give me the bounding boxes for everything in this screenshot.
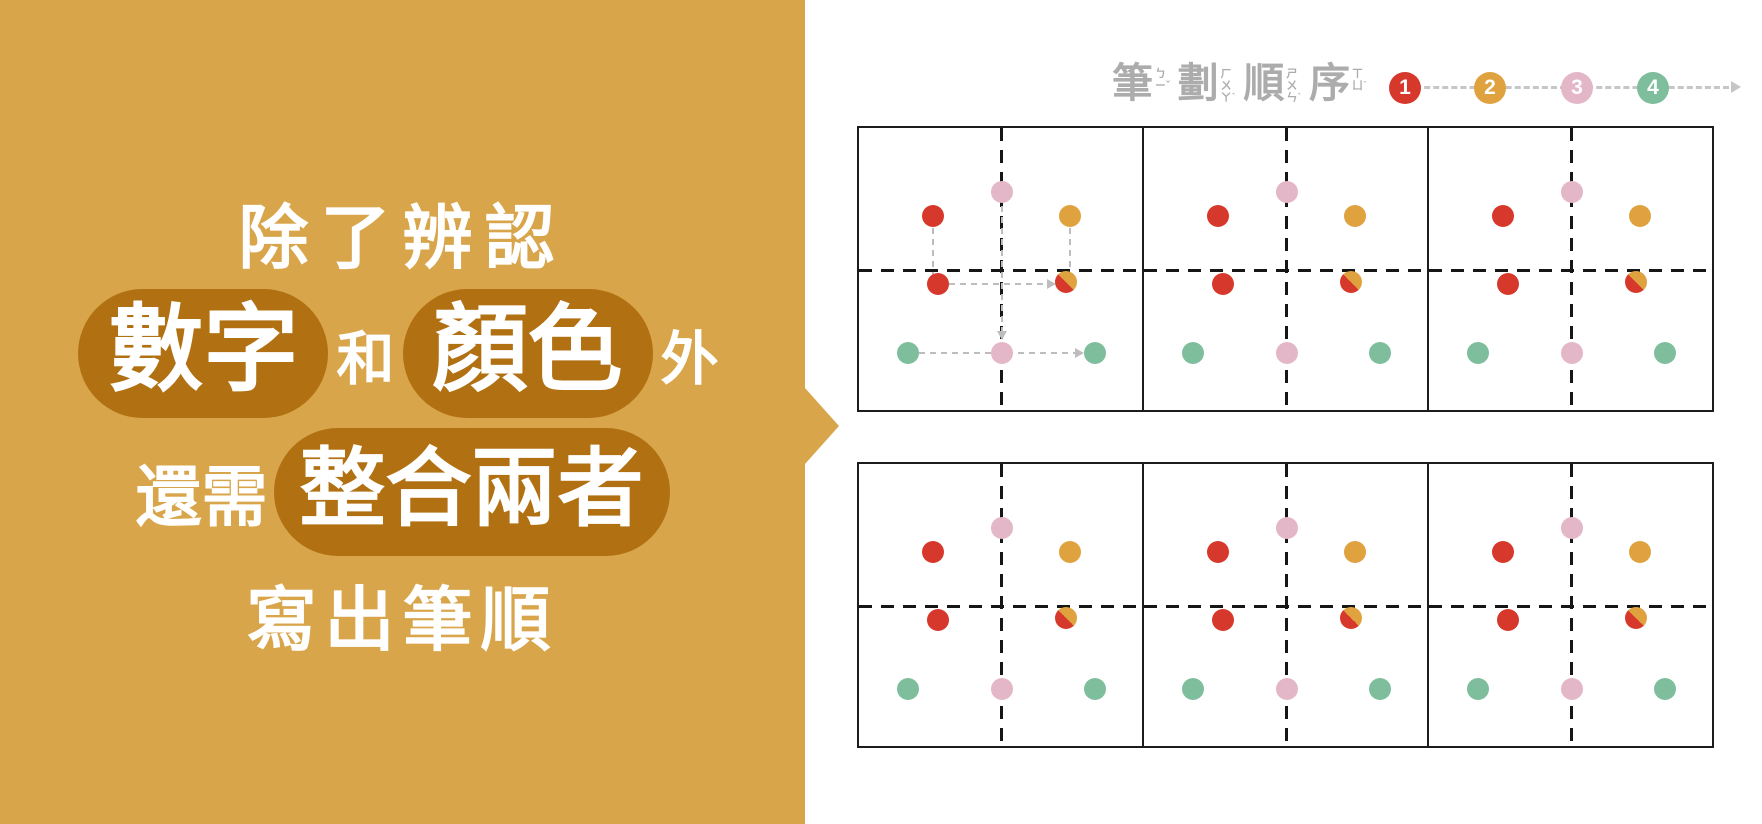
- center-horizontal-dashed-line: [859, 605, 1142, 608]
- teal-bottomright-dot: [1654, 342, 1676, 364]
- pink-bottomcenter-dot: [1276, 678, 1298, 700]
- gold-topright-dot: [1059, 541, 1081, 563]
- legend-zhuyin: ㄒ ㄩˋ: [1352, 68, 1367, 93]
- gold-topright-dot: [1344, 541, 1366, 563]
- stroke-step-circle-2: 2: [1474, 72, 1506, 104]
- pink-bottomcenter-dot: [1276, 342, 1298, 364]
- legend-title-char: 順ㄕ ㄨ ㄣˋ: [1243, 60, 1302, 106]
- split-middle-dot: [1055, 607, 1077, 629]
- pink-top-dot: [1276, 181, 1298, 203]
- connector-still-need: 還需: [135, 460, 268, 534]
- red-topleft-dot: [1492, 541, 1514, 563]
- teal-bottomright-dot: [1369, 678, 1391, 700]
- pink-top-dot: [991, 517, 1013, 539]
- pink-top-dot: [991, 181, 1013, 203]
- stroke-guide-arrowhead-down-icon: [997, 331, 1007, 340]
- stroke-step-circle-4: 4: [1637, 72, 1669, 104]
- red-middle-dot: [1497, 609, 1519, 631]
- legend-title-char: 序ㄒ ㄩˋ: [1309, 60, 1367, 106]
- split-middle-dot: [1625, 271, 1647, 293]
- legend-char: 順: [1243, 60, 1285, 106]
- teal-bottomright-dot: [1084, 678, 1106, 700]
- teal-bottomleft-dot: [1182, 678, 1204, 700]
- teal-bottomleft-dot: [897, 678, 919, 700]
- teal-bottomleft-dot: [897, 342, 919, 364]
- teal-bottomleft-dot: [1182, 342, 1204, 364]
- headline-line3: 還需 整合兩者: [0, 428, 805, 556]
- teal-bottomleft-dot: [1467, 342, 1489, 364]
- pink-top-dot: [1561, 181, 1583, 203]
- headline-line2: 數字 和 顏色 外: [0, 289, 805, 418]
- headline-line4: 寫出筆順: [246, 581, 559, 659]
- red-topleft-dot: [1492, 205, 1514, 227]
- stroke-guide-arrowhead-right-icon: [1047, 279, 1056, 289]
- legend-zhuyin: ㄏ ㄨ ㄚˋ: [1220, 68, 1236, 105]
- legend-char: 序: [1309, 60, 1351, 106]
- center-horizontal-dashed-line: [1429, 605, 1712, 608]
- stroke-guide-v: [932, 228, 934, 275]
- split-middle-dot: [1340, 271, 1362, 293]
- pill-integrate-both: 整合兩者: [273, 428, 670, 556]
- red-middle-dot: [1212, 273, 1234, 295]
- center-horizontal-dashed-line: [1429, 269, 1712, 272]
- pink-top-dot: [1561, 517, 1583, 539]
- headline-line1: 除了辨認: [238, 199, 567, 277]
- pill-numbers: 數字: [78, 289, 329, 418]
- practice-box-r1c1: [857, 126, 1144, 412]
- stroke-guide-v: [1001, 206, 1003, 333]
- connector-besides: 外: [660, 326, 719, 392]
- left-text-panel: 除了辨認 數字 和 顏色 外 還需 整合兩者 寫出筆順: [0, 0, 805, 824]
- center-horizontal-dashed-line: [1144, 605, 1427, 608]
- practice-box-r1c3: [1427, 126, 1714, 412]
- teal-bottomright-dot: [1654, 678, 1676, 700]
- stroke-order-steps: 1 2 3 4: [1389, 72, 1749, 104]
- red-middle-dot: [1497, 273, 1519, 295]
- stroke-guide-v: [1069, 228, 1071, 271]
- red-middle-dot: [927, 609, 949, 631]
- split-middle-dot: [1340, 607, 1362, 629]
- stroke-guide-h: [949, 283, 1049, 285]
- center-horizontal-dashed-line: [1144, 269, 1427, 272]
- red-topleft-dot: [1207, 541, 1229, 563]
- legend-title: 筆ㄅ ㄧˇ 劃ㄏ ㄨ ㄚˋ 順ㄕ ㄨ ㄣˋ 序ㄒ ㄩˋ: [1112, 60, 1367, 106]
- connector-and: 和: [336, 326, 395, 392]
- teal-bottomleft-dot: [1467, 678, 1489, 700]
- stroke-step-circle-3: 3: [1561, 72, 1593, 104]
- gold-topright-dot: [1629, 205, 1651, 227]
- gold-topright-dot: [1344, 205, 1366, 227]
- red-middle-dot: [927, 273, 949, 295]
- split-middle-dot: [1055, 271, 1077, 293]
- pink-bottomcenter-dot: [991, 342, 1013, 364]
- legend-zhuyin: ㄕ ㄨ ㄣˋ: [1286, 68, 1302, 105]
- pink-bottomcenter-dot: [991, 678, 1013, 700]
- legend-zhuyin: ㄅ ㄧˇ: [1155, 68, 1170, 93]
- legend-title-char: 筆ㄅ ㄧˇ: [1112, 60, 1170, 106]
- legend-char: 劃: [1177, 60, 1219, 106]
- teal-bottomright-dot: [1084, 342, 1106, 364]
- red-topleft-dot: [922, 205, 944, 227]
- practice-box-r2c2: [1142, 462, 1429, 748]
- pink-bottomcenter-dot: [1561, 342, 1583, 364]
- legend-char: 筆: [1112, 60, 1153, 106]
- legend-title-char: 劃ㄏ ㄨ ㄚˋ: [1177, 60, 1236, 106]
- pink-bottomcenter-dot: [1561, 678, 1583, 700]
- teal-bottomright-dot: [1369, 342, 1391, 364]
- practice-box-r1c2: [1142, 126, 1429, 412]
- red-middle-dot: [1212, 609, 1234, 631]
- stroke-guide-arrowhead-right-icon: [1075, 348, 1084, 358]
- pink-top-dot: [1276, 517, 1298, 539]
- practice-box-r2c1: [857, 462, 1144, 748]
- gold-topright-dot: [1059, 205, 1081, 227]
- red-topleft-dot: [922, 541, 944, 563]
- pill-colors: 顏色: [402, 289, 653, 418]
- center-horizontal-dashed-line: [859, 269, 1142, 272]
- panel-pointer-triangle: [805, 388, 839, 464]
- split-middle-dot: [1625, 607, 1647, 629]
- practice-box-r2c3: [1427, 462, 1714, 748]
- red-topleft-dot: [1207, 205, 1229, 227]
- gold-topright-dot: [1629, 541, 1651, 563]
- steps-arrowhead-icon: [1731, 81, 1741, 93]
- stroke-step-circle-1: 1: [1389, 72, 1421, 104]
